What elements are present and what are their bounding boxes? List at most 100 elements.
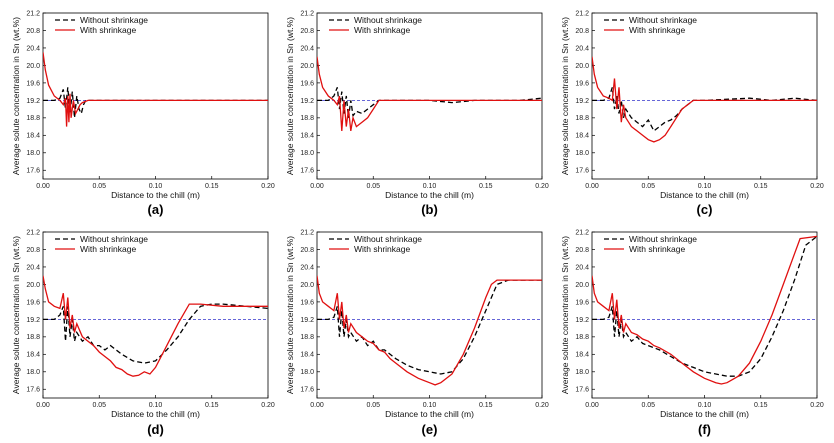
x-tick-label: 0.05 — [366, 402, 380, 409]
legend-label-without: Without shrinkage — [354, 234, 422, 244]
panel-label: (f) — [698, 422, 711, 437]
x-axis-label: Distance to the chill (m) — [660, 190, 749, 200]
x-tick-label: 0.05 — [641, 183, 655, 190]
series-without-shrinkage — [317, 87, 542, 118]
legend-label-without: Without shrinkage — [629, 15, 697, 25]
y-tick-label: 19.6 — [300, 299, 314, 306]
y-tick-label: 17.6 — [300, 387, 314, 394]
y-tick-label: 20.4 — [26, 45, 40, 52]
y-axis-label: Average solute concentration in Sn (wt.%… — [285, 17, 295, 175]
x-tick-label: 0.20 — [810, 402, 824, 409]
x-tick-label: 0.15 — [754, 402, 768, 409]
y-tick-label: 18.8 — [575, 115, 589, 122]
y-tick-label: 21.2 — [575, 10, 589, 17]
x-axis-label: Distance to the chill (m) — [660, 409, 749, 419]
y-tick-label: 21.2 — [300, 229, 314, 236]
series-with-shrinkage — [592, 56, 817, 143]
x-tick-label: 0.15 — [479, 402, 493, 409]
y-tick-label: 20.4 — [575, 264, 589, 271]
y-tick-label: 18.4 — [300, 133, 314, 140]
y-tick-label: 21.2 — [300, 10, 314, 17]
y-tick-label: 20.8 — [575, 247, 589, 254]
x-tick-label: 0.00 — [310, 402, 324, 409]
panel-label: (b) — [421, 202, 438, 217]
y-tick-label: 18.0 — [26, 369, 40, 376]
y-tick-label: 20.4 — [575, 45, 589, 52]
panel-label: (c) — [697, 202, 713, 217]
x-tick-label: 0.20 — [535, 402, 549, 409]
y-tick-label: 17.6 — [575, 387, 589, 394]
x-tick-label: 0.20 — [261, 183, 275, 190]
x-tick-label: 0.05 — [92, 183, 106, 190]
x-axis-label: Distance to the chill (m) — [111, 190, 200, 200]
chart-panel: 17.6 18.0 18.4 18.8 19.2 19.6 20.0 20.4 20.8 21.2… — [285, 229, 549, 437]
y-tick-label: 19.6 — [26, 80, 40, 87]
y-tick-label: 20.0 — [575, 63, 589, 70]
plot-frame — [42, 12, 269, 180]
y-tick-label: 20.0 — [300, 63, 314, 70]
y-tick-label: 17.6 — [575, 168, 589, 175]
legend-label-with: With shrinkage — [629, 25, 685, 35]
x-axis-label: Distance to the chill (m) — [385, 190, 474, 200]
x-axis-label: Distance to the chill (m) — [385, 409, 474, 419]
x-tick-label: 0.00 — [36, 183, 50, 190]
y-tick-label: 20.4 — [300, 264, 314, 271]
y-tick-label: 19.2 — [300, 98, 314, 105]
series-without-shrinkage — [592, 87, 817, 132]
y-tick-label: 18.4 — [26, 133, 40, 140]
chart-panel: 17.6 18.0 18.4 18.8 19.2 19.6 20.0 20.4 20.8 21.2… — [560, 10, 824, 217]
legend-label-with: With shrinkage — [80, 244, 136, 254]
y-tick-label: 19.6 — [26, 299, 40, 306]
legend-label-without: Without shrinkage — [629, 234, 697, 244]
x-tick-label: 0.10 — [698, 183, 712, 190]
y-tick-label: 20.0 — [26, 63, 40, 70]
x-tick-label: 0.00 — [310, 183, 324, 190]
x-tick-label: 0.20 — [535, 183, 549, 190]
y-tick-label: 20.8 — [575, 28, 589, 35]
x-tick-label: 0.00 — [585, 402, 599, 409]
x-tick-label: 0.10 — [698, 402, 712, 409]
y-tick-label: 19.2 — [300, 317, 314, 324]
y-tick-label: 19.2 — [575, 98, 589, 105]
y-tick-label: 21.2 — [26, 10, 40, 17]
y-tick-label: 20.0 — [26, 282, 40, 289]
y-tick-label: 18.8 — [575, 334, 589, 341]
plot-frame — [316, 231, 543, 399]
x-tick-label: 0.15 — [479, 183, 493, 190]
y-tick-label: 18.8 — [26, 334, 40, 341]
x-tick-label: 0.15 — [205, 402, 219, 409]
y-tick-label: 18.4 — [300, 352, 314, 359]
y-tick-label: 18.4 — [575, 133, 589, 140]
legend-label-without: Without shrinkage — [80, 234, 148, 244]
x-tick-label: 0.20 — [810, 183, 824, 190]
legend-label-with: With shrinkage — [354, 244, 410, 254]
plot-frame — [42, 231, 269, 399]
y-tick-label: 20.4 — [26, 264, 40, 271]
x-tick-label: 0.10 — [149, 183, 163, 190]
x-tick-label: 0.00 — [585, 183, 599, 190]
x-tick-label: 0.05 — [92, 402, 106, 409]
legend-label-without: Without shrinkage — [80, 15, 148, 25]
series-without-shrinkage — [43, 87, 268, 118]
series-without-shrinkage — [43, 303, 268, 364]
y-tick-label: 18.0 — [575, 369, 589, 376]
x-tick-label: 0.05 — [641, 402, 655, 409]
y-tick-label: 20.8 — [300, 247, 314, 254]
series-with-shrinkage — [317, 275, 542, 386]
y-tick-label: 19.6 — [300, 80, 314, 87]
y-tick-label: 20.8 — [300, 28, 314, 35]
x-tick-label: 0.05 — [366, 183, 380, 190]
series-without-shrinkage — [592, 235, 817, 377]
y-tick-label: 18.8 — [300, 334, 314, 341]
y-tick-label: 20.4 — [300, 45, 314, 52]
chart-panel: 17.6 18.0 18.4 18.8 19.2 19.6 20.0 20.4 20.8 21.2… — [11, 229, 275, 437]
plot-frame — [316, 12, 543, 180]
y-tick-label: 19.6 — [575, 299, 589, 306]
y-tick-label: 18.0 — [300, 150, 314, 157]
y-tick-label: 18.0 — [575, 150, 589, 157]
series-with-shrinkage — [43, 275, 268, 377]
x-tick-label: 0.15 — [205, 183, 219, 190]
chart-panel: 17.6 18.0 18.4 18.8 19.2 19.6 20.0 20.4 20.8 21.2… — [285, 10, 549, 217]
legend-label-with: With shrinkage — [629, 244, 685, 254]
legend-label-with: With shrinkage — [354, 25, 410, 35]
